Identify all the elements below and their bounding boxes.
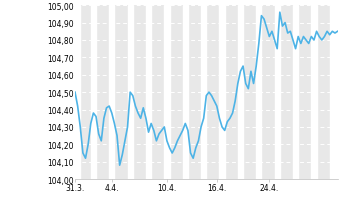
Bar [128,6,133,179]
Bar [256,6,262,179]
Bar [311,6,316,179]
Bar [109,6,115,179]
Bar [220,6,225,179]
Bar [91,6,96,179]
Bar [146,6,151,179]
Bar [330,6,338,179]
Bar [238,6,243,179]
Bar [293,6,298,179]
Bar [75,6,80,179]
Bar [275,6,280,179]
Bar [183,6,188,179]
Bar [164,6,169,179]
Bar [201,6,206,179]
